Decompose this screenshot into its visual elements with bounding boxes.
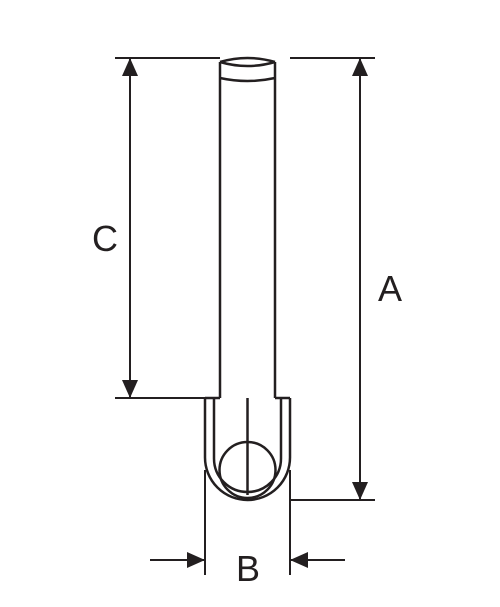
diagram-svg	[0, 0, 500, 607]
dimension-diagram: A B C	[0, 0, 500, 607]
dimension-label-a: A	[378, 268, 402, 310]
dimension-label-b: B	[236, 548, 260, 590]
dimension-label-c: C	[92, 218, 118, 260]
